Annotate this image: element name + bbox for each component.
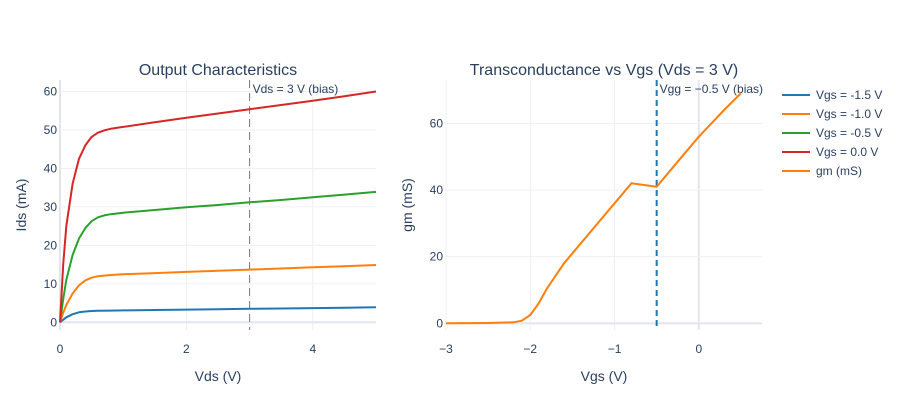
y-axis-label: gm (mS)	[399, 178, 415, 232]
x-tick-label: 0	[695, 342, 702, 356]
chart-panel-2: −3 −2 −1 0 0 20 40 60 Transconductance vs Vgs (V…	[399, 62, 763, 384]
legend-item-label: Vgs = -1.5 V	[816, 88, 882, 102]
x-tick-label: −1	[608, 342, 622, 356]
series-line-vgs-1-0-v	[59, 264, 377, 323]
y-tick-label: 60	[44, 85, 58, 99]
series-line-gm-ms	[445, 92, 742, 325]
series-line-vgs-1-5-v	[59, 306, 377, 324]
x-tick-label: −2	[523, 342, 537, 356]
y-tick-label: 0	[50, 315, 57, 329]
y-tick-label: 20	[430, 250, 444, 264]
y-tick-label: 60	[430, 116, 444, 130]
x-tick-label: 0	[57, 342, 64, 356]
y-tick-label: 0	[436, 316, 443, 330]
y-tick-label: 30	[44, 200, 58, 214]
y-tick-label: 10	[44, 277, 58, 291]
series-line-vgs-0-0-v	[59, 90, 377, 323]
bias-annotation: Vgg = −0.5 V (bias)	[660, 82, 763, 96]
x-tick-label: 4	[309, 342, 316, 356]
y-axis-label: Ids (mA)	[13, 179, 29, 232]
x-axis-label: Vgs (V)	[581, 368, 628, 384]
legend-item-label: Vgs = -1.0 V	[816, 107, 882, 121]
legend-item-label: Vgs = 0.0 V	[816, 145, 878, 159]
y-tick-label: 40	[44, 161, 58, 175]
y-tick-label: 20	[44, 238, 58, 252]
legend-item-label: Vgs = -0.5 V	[816, 126, 882, 140]
chart-title: Output Characteristics	[139, 62, 297, 79]
x-axis-label: Vds (V)	[195, 368, 242, 384]
legend: Vgs = -1.5 V Vgs = -1.0 V Vgs = -0.5 V Vgs …	[782, 88, 882, 178]
series-line-vgs-0-5-v	[59, 190, 377, 323]
legend-item-label: gm (mS)	[816, 164, 862, 178]
x-tick-label: 2	[183, 342, 190, 356]
y-tick-label: 40	[430, 183, 444, 197]
y-tick-label: 50	[44, 123, 58, 137]
chart-title: Transconductance vs Vgs (Vds = 3 V)	[470, 62, 738, 79]
bias-annotation: Vds = 3 V (bias)	[253, 82, 339, 96]
x-tick-label: −3	[439, 342, 453, 356]
